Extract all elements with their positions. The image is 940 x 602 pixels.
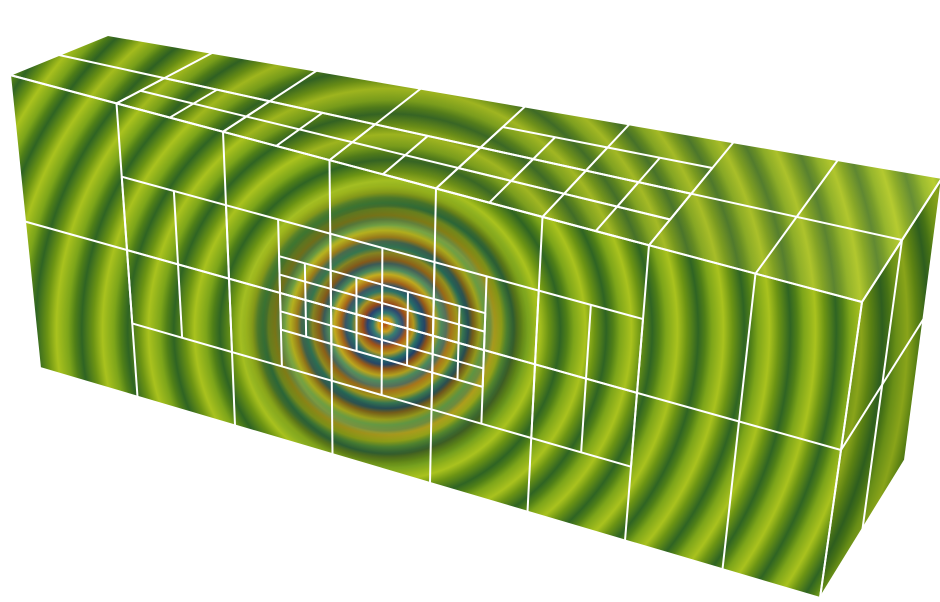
- mesh-line: [39, 367, 821, 599]
- mesh-line: [121, 175, 644, 321]
- mesh-line: [480, 146, 692, 195]
- mesh: [9, 34, 940, 599]
- mesh-line: [116, 102, 650, 247]
- mesh-line: [107, 34, 940, 179]
- mesh-line: [279, 291, 485, 351]
- mesh-line: [861, 179, 940, 303]
- top-shade: [10, 35, 940, 302]
- mesh-line: [819, 459, 906, 599]
- mesh-line: [502, 126, 713, 169]
- mesh-line: [131, 322, 632, 468]
- mesh-line: [279, 273, 485, 333]
- mesh-line: [278, 255, 486, 315]
- mesh-line: [280, 328, 483, 388]
- mesh-line: [280, 310, 484, 370]
- mesh-line: [458, 167, 671, 221]
- mesh-line: [840, 318, 925, 451]
